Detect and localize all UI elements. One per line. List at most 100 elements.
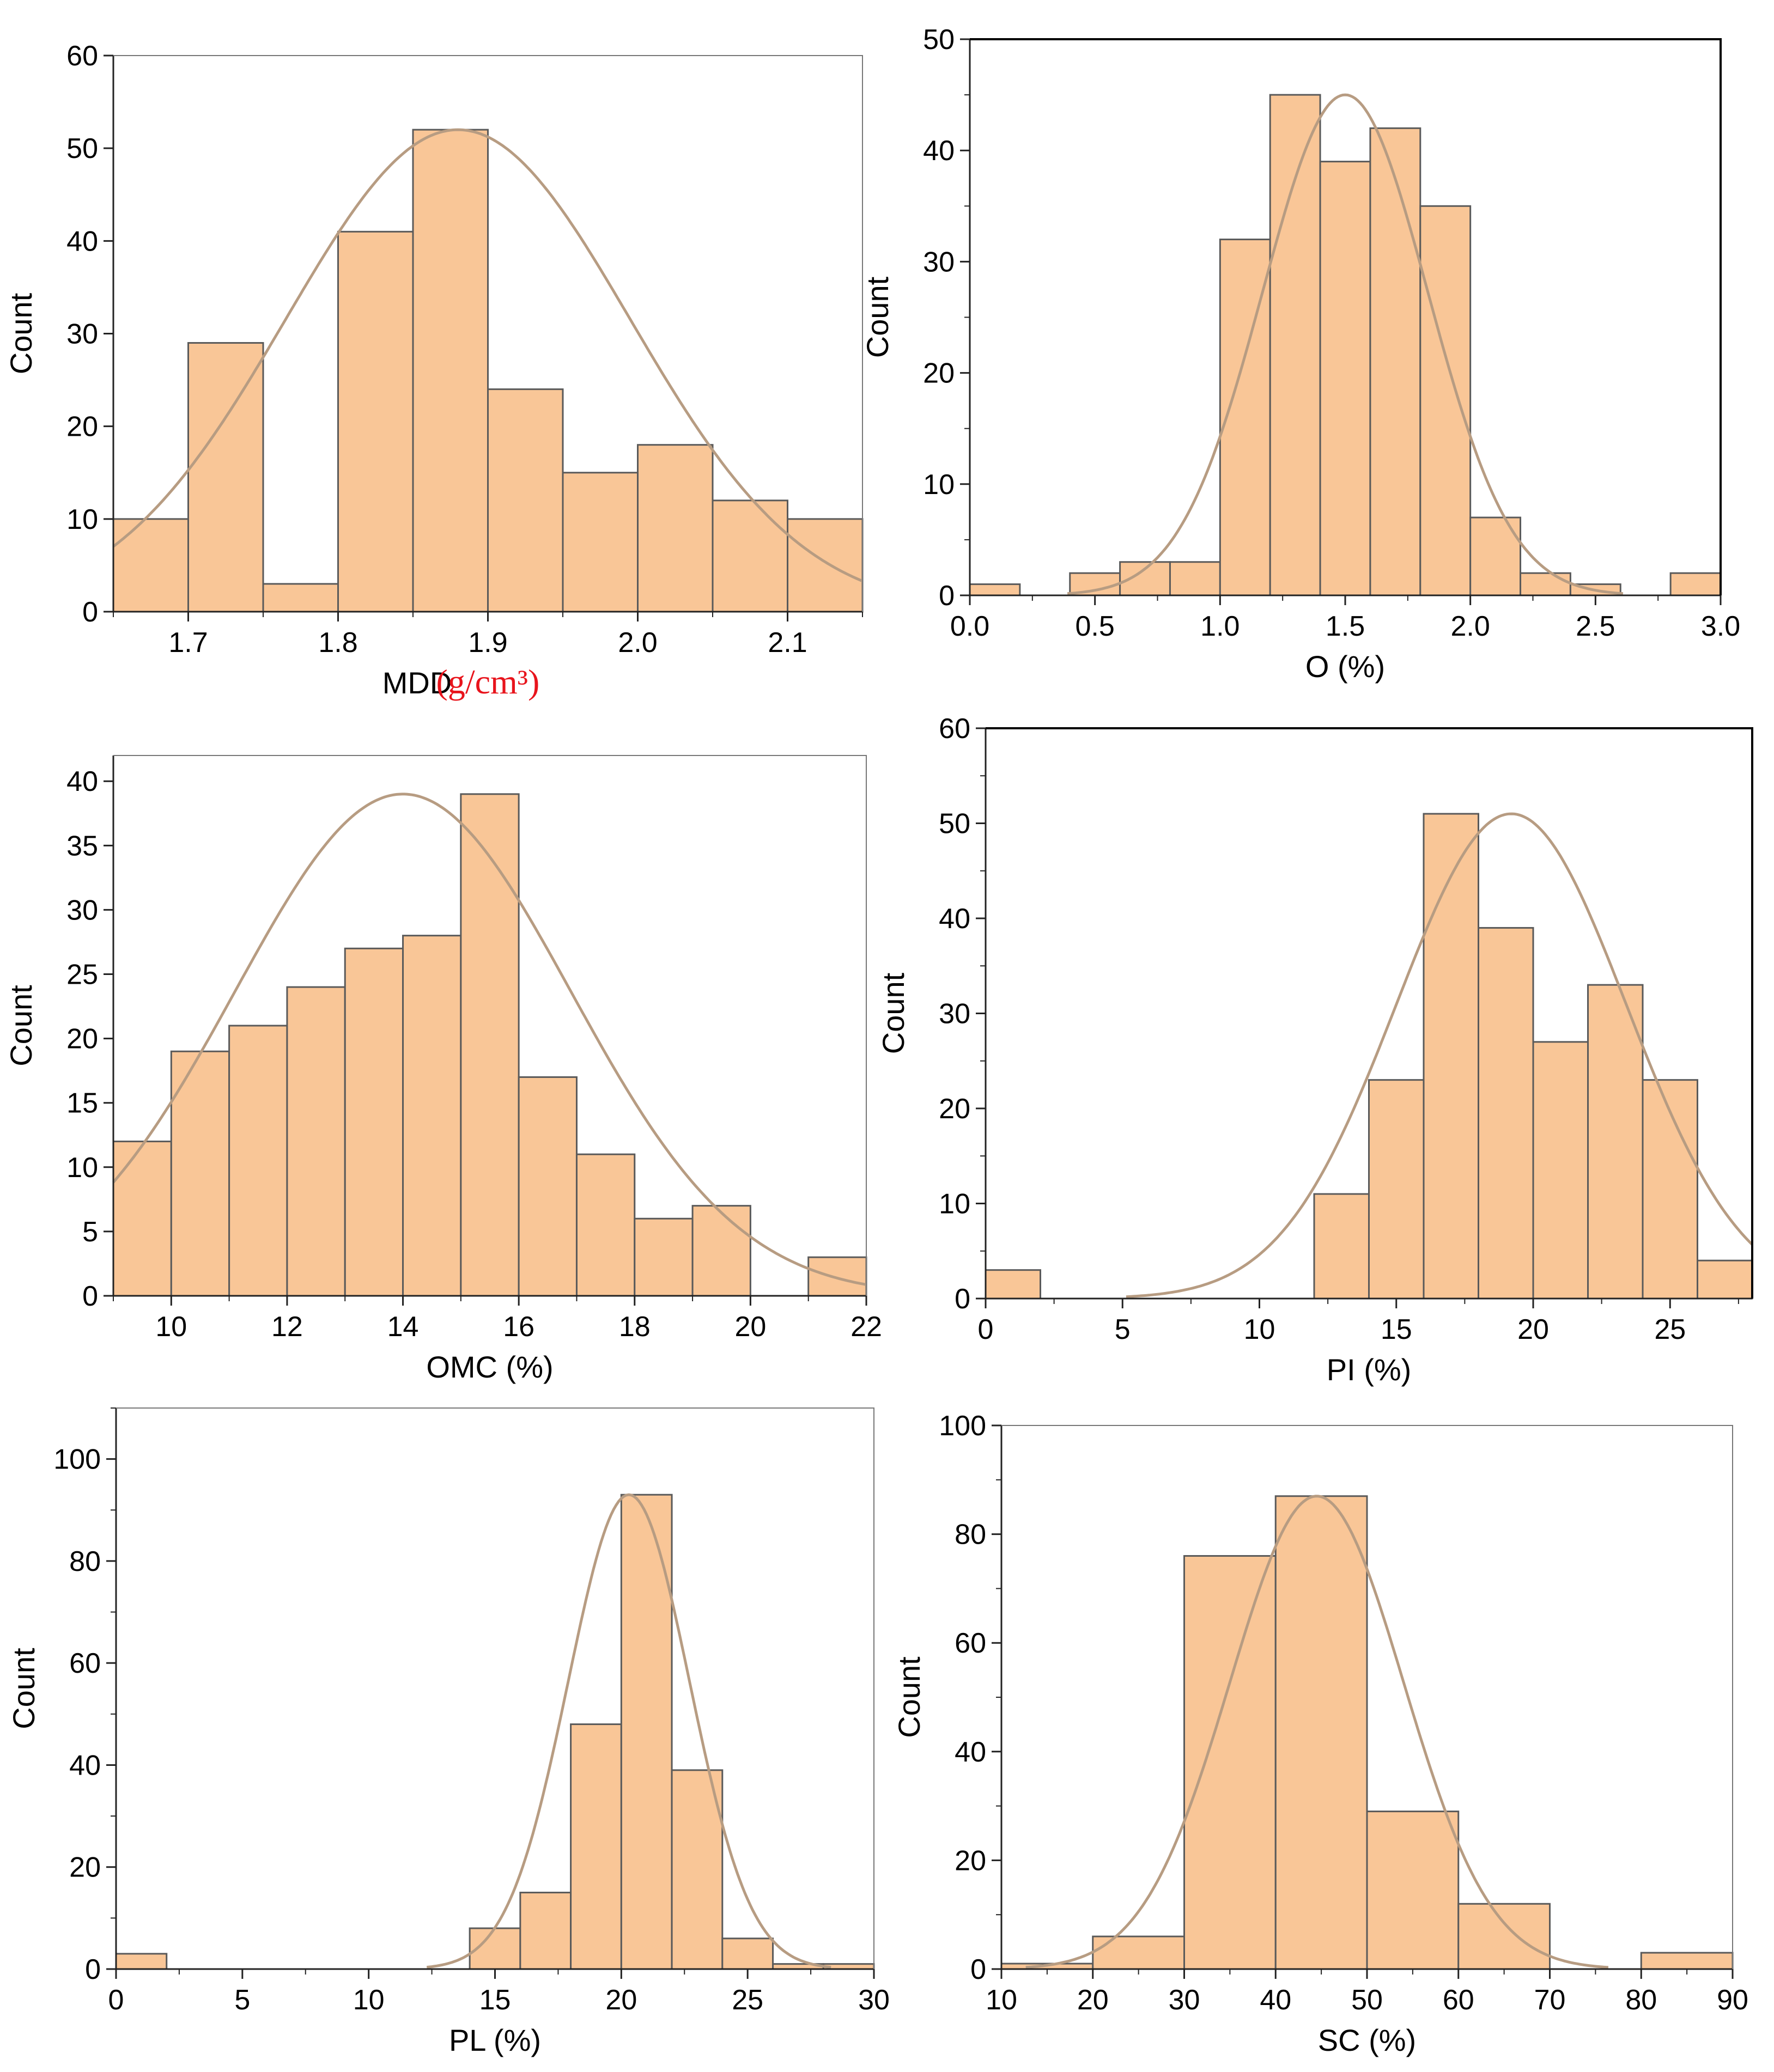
ytick-label-sc-1: 20 [955, 1845, 986, 1876]
xlabel-sc: SC (%) [1318, 2023, 1416, 2057]
ytick-label-pl-5: 100 [53, 1444, 101, 1476]
ytick-label-o-3: 30 [923, 246, 955, 278]
chart-mdd: 0 10 20 30 40 50 60 1.7 1.8 1.9 2.0 2.1 MDD(g/cm³) Co… [4, 40, 864, 701]
bar-omc-3 [286, 986, 346, 1297]
xlabel-omc: OMC (%) [426, 1350, 553, 1384]
ylabel-sc: Count [892, 1656, 926, 1738]
ytick-label-o-1: 10 [923, 469, 955, 501]
ylabel-pi: Count [876, 972, 910, 1054]
xtick-label-pl-2: 10 [353, 1984, 385, 2016]
ytick-label-omc-3: 15 [66, 1088, 98, 1119]
ytick-label-omc-1: 5 [82, 1216, 98, 1248]
frame-sc [1001, 1425, 1733, 1969]
ytick-label-o-5: 50 [923, 24, 955, 56]
ytick-label-pl-2: 40 [69, 1750, 101, 1781]
xtick-label-pi-1: 5 [1115, 1314, 1131, 1345]
frame-omc [113, 755, 867, 1296]
xtick-label-sc-6: 70 [1534, 1984, 1566, 2016]
xtick-label-o-1: 0.5 [1076, 611, 1115, 642]
ytick-label-omc-4: 20 [66, 1023, 98, 1055]
bar-omc-5 [402, 935, 462, 1297]
bar-o-0 [969, 583, 1021, 596]
bar-omc-2 [228, 1025, 288, 1297]
xtick-label-mdd-0: 1.7 [168, 627, 208, 659]
ytick-label-sc-5: 100 [939, 1410, 986, 1442]
bar-pi-5 [1532, 1041, 1589, 1300]
ytick-label-sc-3: 60 [955, 1628, 986, 1659]
bar-omc-6 [460, 793, 520, 1297]
xtick-label-o-0: 0.0 [950, 611, 989, 642]
chart-pi: 0 10 20 30 40 50 60 0 5 10 15 20 25 PI (%) Count [876, 713, 1753, 1387]
xtick-label-sc-3: 40 [1260, 1984, 1291, 2016]
xtick-label-omc-2: 14 [387, 1311, 419, 1343]
bar-omc-4 [344, 947, 404, 1297]
ylabel-o: Count [860, 276, 895, 358]
bar-omc-7 [518, 1076, 578, 1297]
xtick-label-sc-7: 80 [1625, 1984, 1657, 2016]
bar-o-7 [1369, 127, 1421, 596]
xtick-label-omc-4: 18 [619, 1311, 651, 1343]
bar-mdd-7 [637, 444, 714, 613]
bar-mdd-5 [487, 388, 564, 613]
chart-sc: 0 20 40 60 80 100 10 20 30 40 50 60 70 80 90 SC (%) Coun… [892, 1410, 1748, 2057]
bar-sc-2 [1183, 1555, 1277, 1970]
normal-curve-sc [1025, 1495, 1609, 1969]
frame-pi [986, 727, 1753, 1299]
bar-o-6 [1319, 161, 1371, 596]
bar-mdd-4 [412, 129, 489, 613]
xtick-label-sc-0: 10 [986, 1984, 1017, 2016]
ytick-label-mdd-4: 40 [66, 226, 98, 257]
normal-curve-o [1067, 93, 1624, 595]
ytick-label-mdd-5: 50 [66, 133, 98, 164]
ytick-label-pi-1: 10 [939, 1189, 970, 1220]
xtick-label-pi-3: 15 [1381, 1314, 1412, 1345]
ytick-label-mdd-1: 10 [66, 504, 98, 535]
ytick-label-pi-2: 20 [939, 1093, 970, 1125]
normal-curve-pl [427, 1493, 831, 1969]
ytick-label-pi-4: 40 [939, 903, 970, 935]
bar-o-12 [1669, 572, 1722, 596]
xtick-label-o-6: 3.0 [1701, 611, 1740, 642]
xlabel-pl: PL (%) [449, 2023, 541, 2057]
bar-pl-4 [620, 1494, 673, 1970]
bar-sc-1 [1092, 1935, 1185, 1970]
bar-pi-8 [1697, 1259, 1753, 1300]
ytick-label-pl-4: 80 [69, 1546, 101, 1577]
bar-pl-0 [115, 1953, 168, 1970]
bar-sc-3 [1274, 1495, 1368, 1970]
ytick-label-omc-5: 25 [66, 959, 98, 991]
bar-mdd-6 [562, 472, 639, 613]
ytick-label-pi-3: 30 [939, 998, 970, 1030]
xtick-label-sc-8: 90 [1717, 1984, 1748, 2016]
ytick-label-omc-0: 0 [82, 1281, 98, 1312]
bar-o-10 [1520, 572, 1571, 596]
xtick-label-sc-2: 30 [1169, 1984, 1200, 2016]
bar-sc-5 [1457, 1903, 1551, 1970]
xtick-label-pl-6: 30 [858, 1984, 890, 2016]
xtick-label-pl-4: 20 [605, 1984, 637, 2016]
xtick-label-omc-0: 10 [155, 1311, 187, 1343]
ytick-label-mdd-0: 0 [82, 596, 98, 628]
xlabel-unit-mdd: (g/cm³) [436, 662, 540, 701]
xlabel-mdd: MDD [382, 666, 452, 700]
bar-sc-6 [1640, 1952, 1734, 1970]
bar-pl-2 [519, 1892, 572, 1970]
ytick-label-omc-8: 40 [66, 766, 98, 797]
bar-mdd-1 [187, 342, 264, 613]
bar-pi-0 [985, 1269, 1041, 1300]
xlabel-pi: PI (%) [1327, 1352, 1412, 1387]
bar-mdd-8 [712, 499, 788, 613]
xtick-label-pl-0: 0 [108, 1984, 124, 2016]
xtick-label-omc-1: 12 [271, 1311, 303, 1343]
xtick-label-pi-5: 25 [1654, 1314, 1686, 1345]
xtick-label-mdd-4: 2.1 [768, 627, 807, 659]
frame-pl [116, 1407, 874, 1969]
xtick-label-pi-2: 10 [1244, 1314, 1275, 1345]
xtick-label-mdd-2: 1.9 [468, 627, 507, 659]
bar-omc-8 [575, 1153, 636, 1297]
xtick-label-sc-1: 20 [1077, 1984, 1109, 2016]
bar-mdd-0 [112, 518, 189, 613]
xtick-label-omc-6: 22 [850, 1311, 882, 1343]
bar-omc-9 [634, 1217, 694, 1297]
xtick-label-pl-5: 25 [732, 1984, 763, 2016]
